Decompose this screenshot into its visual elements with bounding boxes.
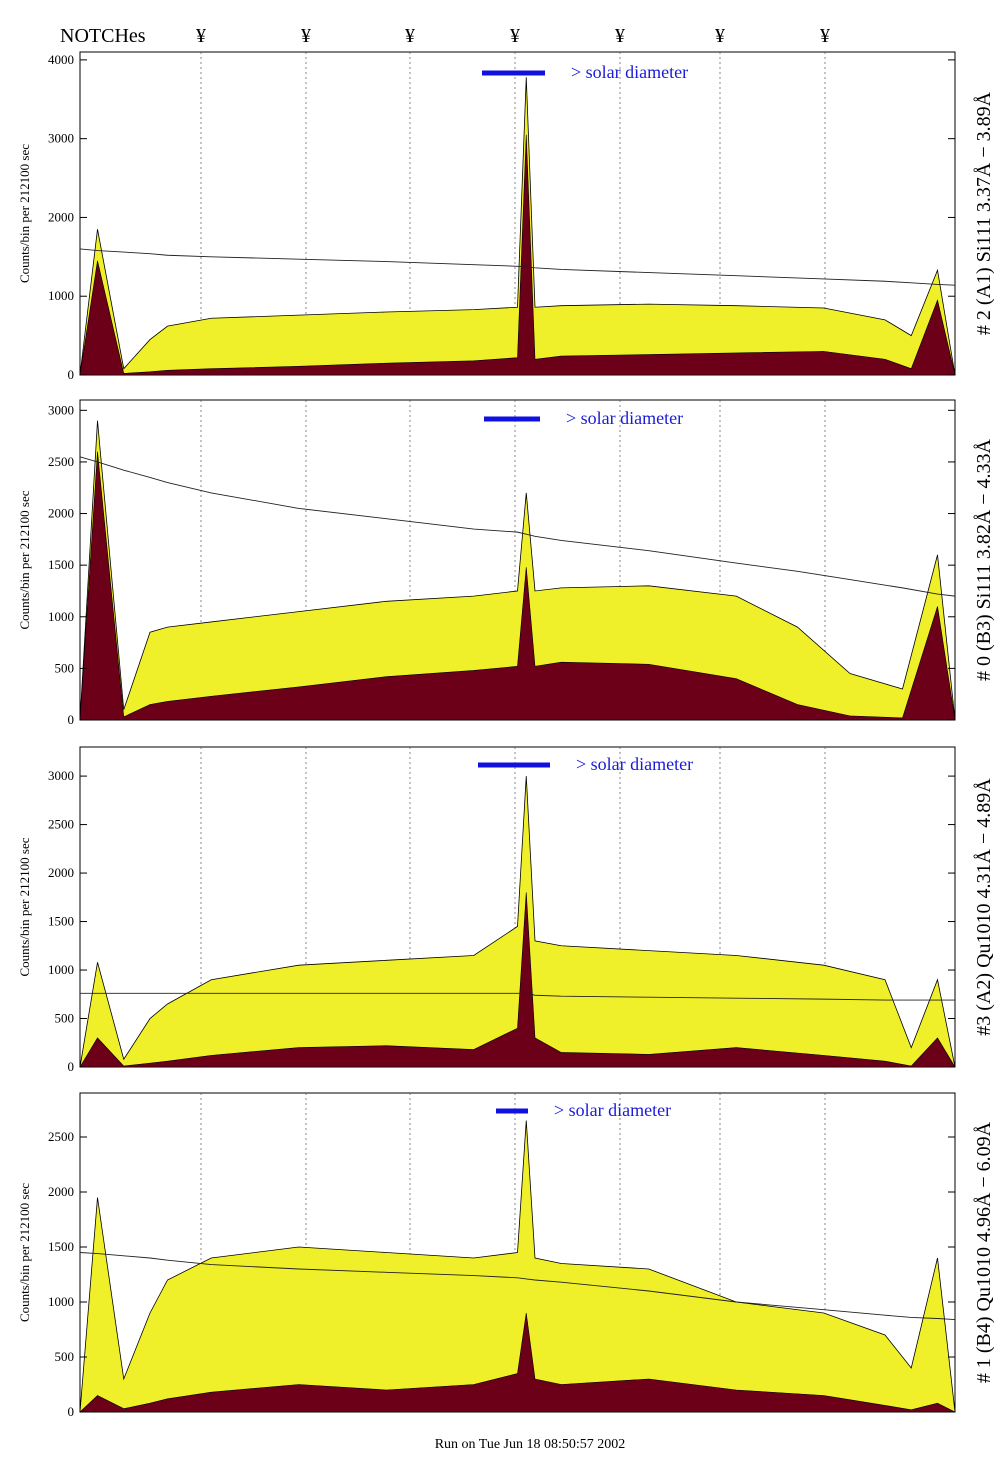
y-tick-label: 0 bbox=[68, 367, 75, 382]
panel-2: 0 500 1000 1500 2000 2500 3000 Counts/bin per 2… bbox=[17, 746, 995, 1074]
series-total-area bbox=[79, 776, 956, 1068]
y-tick-label: 500 bbox=[55, 660, 75, 675]
solar-diameter-label: > solar diameter bbox=[554, 1100, 671, 1120]
y-tick-label: 2500 bbox=[48, 817, 74, 832]
notch-marker: ¥ bbox=[510, 25, 520, 47]
y-tick-label: 2500 bbox=[48, 454, 74, 469]
series-trend-line bbox=[79, 1252, 956, 1321]
series-dark-area bbox=[79, 892, 956, 1068]
series-trend-line bbox=[80, 992, 955, 1001]
y-tick-label: 0 bbox=[68, 1059, 75, 1074]
panel-right-label: #3 (A2) Qu1010 4.31Å − 4.89Å bbox=[973, 778, 995, 1036]
y-tick-label: 4000 bbox=[48, 52, 74, 67]
solar-diameter-label: > solar diameter bbox=[566, 408, 683, 428]
y-tick-label: 3000 bbox=[48, 402, 74, 417]
series-total-area bbox=[79, 1120, 956, 1413]
y-tick-label: 2500 bbox=[48, 1129, 74, 1144]
series-total-area bbox=[79, 420, 956, 721]
solar-diameter-label: > solar diameter bbox=[571, 62, 688, 82]
y-axis-label: Counts/bin per 212100 sec bbox=[17, 1183, 32, 1322]
y-tick-label: 1000 bbox=[48, 962, 74, 977]
y-tick-label: 0 bbox=[68, 712, 75, 727]
y-tick-label: 1000 bbox=[48, 1294, 74, 1309]
notch-markers: ¥ ¥ ¥ ¥ ¥ ¥ ¥ bbox=[196, 25, 830, 47]
y-tick-label: 1500 bbox=[48, 557, 74, 572]
series-trend-line bbox=[79, 456, 956, 597]
y-tick-label: 1500 bbox=[48, 914, 74, 929]
y-tick-label: 2000 bbox=[48, 209, 74, 224]
series-total-area bbox=[79, 77, 956, 376]
series-trend-line bbox=[79, 248, 956, 286]
notch-marker: ¥ bbox=[615, 25, 625, 47]
solar-diameter-label: > solar diameter bbox=[576, 754, 693, 774]
y-axis-label: Counts/bin per 212100 sec bbox=[17, 144, 32, 283]
y-tick-label: 2000 bbox=[48, 865, 74, 880]
notch-marker: ¥ bbox=[301, 25, 311, 47]
y-tick-label: 1000 bbox=[48, 609, 74, 624]
y-tick-label: 3000 bbox=[48, 131, 74, 146]
y-tick-label: 500 bbox=[55, 1011, 75, 1026]
panel-3: 0 500 1000 1500 2000 2500 Counts/bin per 21210… bbox=[17, 1092, 995, 1419]
y-tick-label: 2000 bbox=[48, 506, 74, 521]
notches-label: NOTCHes bbox=[60, 25, 146, 47]
panel-0: 0 1000 2000 3000 4000 Counts/bin per 212100 s… bbox=[17, 51, 995, 382]
notch-marker: ¥ bbox=[715, 25, 725, 47]
panel-right-label: # 0 (B3) Si111 3.82Å − 4.33Å bbox=[973, 438, 995, 681]
y-tick-label: 0 bbox=[68, 1404, 75, 1419]
y-tick-label: 1500 bbox=[48, 1239, 74, 1254]
series-dark-area bbox=[79, 451, 956, 721]
y-tick-label: 500 bbox=[55, 1349, 75, 1364]
y-tick-label: 3000 bbox=[48, 768, 74, 783]
y-tick-label: 2000 bbox=[48, 1184, 74, 1199]
panel-right-label: # 2 (A1) Si111 3.37Å − 3.89Å bbox=[973, 91, 995, 335]
y-axis-label: Counts/bin per 212100 sec bbox=[17, 490, 32, 629]
y-tick-label: 1000 bbox=[48, 288, 74, 303]
series-dark-area bbox=[79, 1312, 956, 1413]
notch-marker: ¥ bbox=[820, 25, 830, 47]
notch-marker: ¥ bbox=[196, 25, 206, 47]
panel-right-label: # 1 (B4) Qu1010 4.96Å − 6.09Å bbox=[973, 1121, 995, 1383]
series-dark-area bbox=[79, 134, 956, 376]
run-timestamp: Run on Tue Jun 18 08:50:57 2002 bbox=[435, 1437, 626, 1452]
panel-1: 0 500 1000 1500 2000 2500 3000 Counts/bin per 2… bbox=[17, 399, 995, 727]
notch-marker: ¥ bbox=[405, 25, 415, 47]
y-axis-label: Counts/bin per 212100 sec bbox=[17, 837, 32, 976]
